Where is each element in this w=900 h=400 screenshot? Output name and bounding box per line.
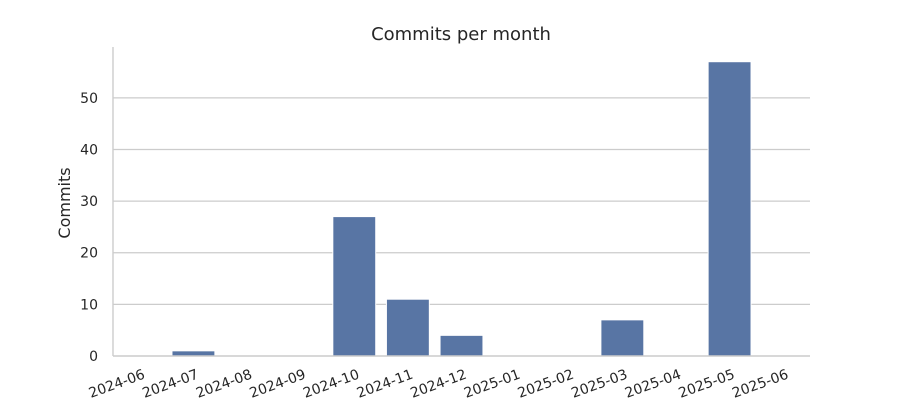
x-tick-label: 2024-06 (87, 367, 148, 400)
chart-title: Commits per month (371, 24, 551, 45)
x-tick-label: 2024-10 (301, 367, 361, 400)
bar-2024-11 (385, 298, 430, 357)
bar-2024-07 (171, 350, 216, 357)
y-gridlines (113, 97, 810, 305)
x-tick-label: 2025-03 (569, 367, 629, 400)
x-tick-label: 2025-02 (516, 367, 576, 400)
y-tick-label: 0 (89, 349, 98, 365)
x-tick-label: 2025-05 (677, 367, 737, 400)
x-tick-label: 2024-12 (408, 367, 468, 400)
y-tick-label: 10 (80, 297, 98, 313)
x-tick-label: 2025-06 (730, 367, 791, 400)
y-tick-labels: 0 10 20 30 40 50 (80, 91, 98, 365)
bars (171, 61, 752, 357)
x-tick-label: 2024-09 (248, 367, 308, 400)
y-tick-label: 50 (80, 91, 98, 107)
x-tick-label: 2024-11 (355, 367, 415, 400)
y-tick-label: 40 (80, 142, 98, 158)
y-tick-label: 30 (80, 194, 98, 210)
x-tick-label: 2024-08 (194, 367, 254, 400)
x-tick-label: 2025-01 (462, 367, 522, 400)
x-tick-labels: 2024-062024-072024-082024-092024-102024-… (87, 367, 791, 400)
bar-2024-10 (332, 216, 377, 357)
bar-2024-12 (439, 334, 484, 357)
y-axis-label: Commits (55, 167, 74, 238)
y-tick-label: 20 (80, 246, 98, 262)
x-tick-label: 2024-07 (140, 367, 200, 400)
bar-2025-05 (707, 61, 752, 357)
x-tick-label: 2025-04 (623, 367, 684, 400)
bar-2025-03 (600, 319, 645, 357)
